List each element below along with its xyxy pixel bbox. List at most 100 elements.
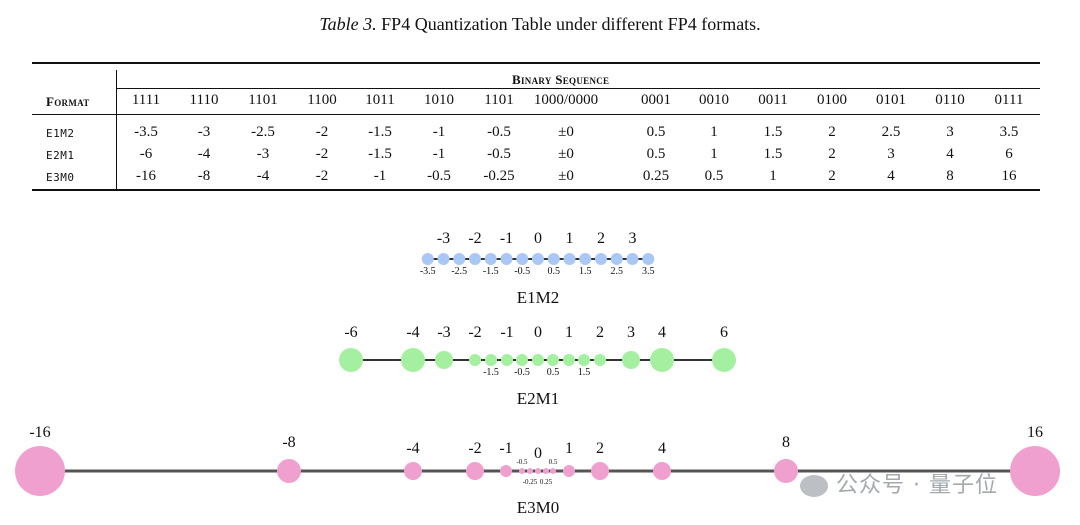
e3m0-point [774, 459, 798, 483]
table-cell: 4 [887, 168, 895, 184]
table-cell: -1.5 [368, 124, 392, 140]
column-header: 0001 [641, 92, 671, 108]
table-cell: 3 [887, 146, 895, 162]
e2m1-point [339, 348, 363, 372]
e3m0-point [527, 468, 533, 474]
e1m2-point [421, 253, 434, 265]
table-cell: 2.5 [881, 124, 901, 140]
e3m0-major-label: -1 [499, 440, 512, 457]
binary-sequence-header: Binary Sequence [512, 72, 610, 87]
e1m2-major-label: 1 [566, 230, 574, 247]
table-cell: -16 [136, 168, 156, 184]
table-cell: -0.5 [487, 124, 511, 140]
table-header-rule [32, 114, 1040, 115]
e2m1-minor-label: 0.5 [547, 367, 560, 378]
column-header: 0101 [876, 92, 906, 108]
column-header: 0111 [994, 92, 1024, 108]
e1m2-major-label: 3 [629, 230, 637, 247]
e1m2-title: E1M2 [517, 288, 560, 307]
e2m1-point [547, 354, 559, 366]
e2m1-point [622, 351, 640, 369]
e3m0-major-label: 16 [1027, 424, 1043, 441]
table-cell: 16 [1001, 168, 1017, 184]
e1m2-point [516, 253, 529, 265]
table-top-rule [32, 62, 1040, 64]
table-cell: 8 [946, 168, 954, 184]
table-cell: 1.5 [763, 124, 783, 140]
column-header: 0010 [699, 92, 729, 108]
e1m2-major-label: -3 [437, 230, 450, 247]
e3m0-major-label: -2 [468, 440, 481, 457]
e2m1-point [469, 354, 481, 366]
e3m0-point [550, 468, 556, 474]
e3m0-title: E3M0 [517, 498, 560, 517]
table-cell: 1 [710, 124, 718, 140]
table-cell: 3 [946, 124, 954, 140]
e3m0-minor-label: 0.5 [549, 458, 558, 466]
column-header: 1111 [131, 92, 161, 108]
e1m2-point [579, 253, 592, 265]
e1m2-minor-label: -0.5 [514, 266, 530, 277]
e2m1-point [516, 354, 528, 366]
table-cell: -3 [197, 124, 211, 140]
e3m0-major-label: -16 [29, 424, 50, 441]
e2m1-point [650, 348, 674, 372]
caption-text: FP4 Quantization Table under different F… [376, 14, 761, 34]
table-cell: 1 [710, 146, 718, 162]
column-header: 1100 [307, 92, 337, 108]
e3m0-point [653, 462, 671, 480]
table-cell: -4 [256, 168, 270, 184]
table-caption: Table 3. FP4 Quantization Table under di… [0, 14, 1080, 35]
table-cell: 0.5 [646, 146, 666, 162]
e3m0-minor-label: -0.5 [516, 458, 528, 466]
e1m2-minor-label: 1.5 [579, 266, 592, 277]
table-cell: 2 [828, 168, 836, 184]
e3m0-major-label: 0 [534, 445, 542, 462]
e1m2-point [532, 253, 544, 265]
format-name: E3M0 [46, 171, 75, 184]
e1m2-point [610, 253, 623, 265]
e1m2-major-label: -2 [468, 230, 481, 247]
e1m2-point [453, 253, 466, 265]
e1m2-minor-label: -2.5 [451, 266, 467, 277]
table-cell: -8 [197, 168, 211, 184]
table-cell: 2 [828, 146, 836, 162]
e2m1-major-label: -6 [344, 324, 357, 341]
e3m0-point [500, 465, 512, 477]
e3m0-point [466, 462, 484, 480]
e2m1-point [501, 354, 513, 366]
e1m2-minor-label: -1.5 [483, 266, 499, 277]
table-cell: 0.5 [646, 124, 666, 140]
column-header: 1101 [484, 92, 514, 108]
e2m1-point [578, 354, 590, 366]
table-cell: -0.5 [427, 168, 451, 184]
e2m1-major-label: -2 [468, 324, 481, 341]
column-header: 0110 [935, 92, 965, 108]
table-cell: -3 [256, 146, 270, 162]
e3m0-point [1010, 446, 1060, 496]
e2m1-major-label: 2 [596, 324, 604, 341]
e3m0-minor-label: -0.25 [523, 478, 538, 486]
table-cell: -1.5 [368, 146, 392, 162]
e1m2-point [500, 253, 513, 265]
e1m2-minor-label: -3.5 [420, 266, 436, 277]
e1m2-point [642, 253, 655, 265]
e2m1-point [594, 354, 606, 366]
e1m2-major-label: 2 [597, 230, 605, 247]
e2m1-point [712, 348, 736, 372]
table-cell: -2 [315, 124, 329, 140]
e3m0-major-label: 2 [596, 440, 604, 457]
e2m1-major-label: -3 [437, 324, 450, 341]
e2m1-minor-label: -1.5 [483, 367, 499, 378]
e3m0-major-label: -4 [406, 440, 419, 457]
e1m2-point [547, 253, 560, 265]
e2m1-minor-label: 1.5 [578, 367, 591, 378]
e3m0-point [591, 462, 609, 480]
e2m1-major-label: -4 [406, 324, 419, 341]
e1m2-major-label: -1 [500, 230, 513, 247]
table-cell: -4 [197, 146, 211, 162]
e1m2-point [626, 253, 639, 265]
e3m0-point [15, 446, 65, 496]
e1m2-minor-label: 2.5 [611, 266, 624, 277]
column-header: 1000/0000 [533, 92, 599, 108]
